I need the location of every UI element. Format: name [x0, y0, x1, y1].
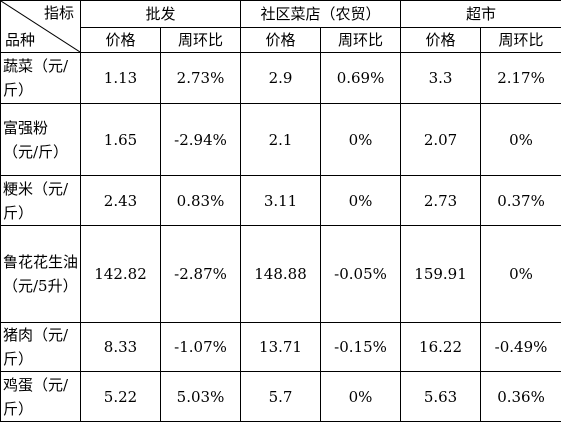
cell: -0.49%: [481, 323, 561, 372]
sub-header: 周环比: [321, 28, 401, 53]
cell: 3.11: [241, 176, 321, 226]
cell: 16.22: [401, 323, 481, 372]
sub-header: 周环比: [161, 28, 241, 53]
cell: -1.07%: [161, 323, 241, 372]
cell: 5.03%: [161, 372, 241, 422]
cell: 13.71: [241, 323, 321, 372]
cell: 0.37%: [481, 176, 561, 226]
cell: 2.17%: [481, 53, 561, 104]
corner-top: 指标: [44, 1, 74, 25]
cell: 0%: [481, 104, 561, 176]
cell: 0%: [321, 104, 401, 176]
cell: 2.07: [401, 104, 481, 176]
data-row: 猪肉（元/斤）8.33-1.07%13.71-0.15%16.22-0.49%: [1, 323, 561, 372]
corner-bottom: 品种: [5, 28, 35, 52]
cell: 1.13: [81, 53, 161, 104]
cell: 2.73%: [161, 53, 241, 104]
cell: 2.43: [81, 176, 161, 226]
cell: -0.05%: [321, 226, 401, 323]
cell: 142.82: [81, 226, 161, 323]
sub-header: 价格: [241, 28, 321, 53]
group-header: 社区菜店（农贸）: [241, 1, 401, 28]
cell: 0.36%: [481, 372, 561, 422]
cell: 2.1: [241, 104, 321, 176]
sub-header: 周环比: [481, 28, 561, 53]
cell: 0%: [481, 226, 561, 323]
cell: 5.63: [401, 372, 481, 422]
cell: 0%: [321, 176, 401, 226]
cell: -0.15%: [321, 323, 401, 372]
cell: 148.88: [241, 226, 321, 323]
group-header: 超市: [401, 1, 561, 28]
item-name: 鲁花花生油（元/5升）: [1, 226, 81, 323]
cell: 1.65: [81, 104, 161, 176]
item-name: 鸡蛋（元/斤）: [1, 372, 81, 422]
cell: -2.87%: [161, 226, 241, 323]
data-row: 鲁花花生油（元/5升）142.82-2.87%148.88-0.05%159.9…: [1, 226, 561, 323]
sub-header: 价格: [401, 28, 481, 53]
item-name: 蔬菜（元/斤）: [1, 53, 81, 104]
corner-cell: 指标 品种: [1, 1, 81, 53]
item-name: 猪肉（元/斤）: [1, 323, 81, 372]
cell: 0.83%: [161, 176, 241, 226]
cell: 0%: [321, 372, 401, 422]
cell: 159.91: [401, 226, 481, 323]
group-header: 批发: [81, 1, 241, 28]
cell: 2.9: [241, 53, 321, 104]
cell: 0.69%: [321, 53, 401, 104]
header-row: 指标 品种 批发社区菜店（农贸）超市: [1, 1, 561, 28]
item-name: 富强粉（元/斤）: [1, 104, 81, 176]
cell: 2.73: [401, 176, 481, 226]
cell: 5.7: [241, 372, 321, 422]
cell: -2.94%: [161, 104, 241, 176]
cell: 5.22: [81, 372, 161, 422]
cell: 3.3: [401, 53, 481, 104]
subheader-row: 价格周环比价格周环比价格周环比: [1, 28, 561, 53]
cell: 8.33: [81, 323, 161, 372]
item-name: 粳米（元/斤）: [1, 176, 81, 226]
sub-header: 价格: [81, 28, 161, 53]
